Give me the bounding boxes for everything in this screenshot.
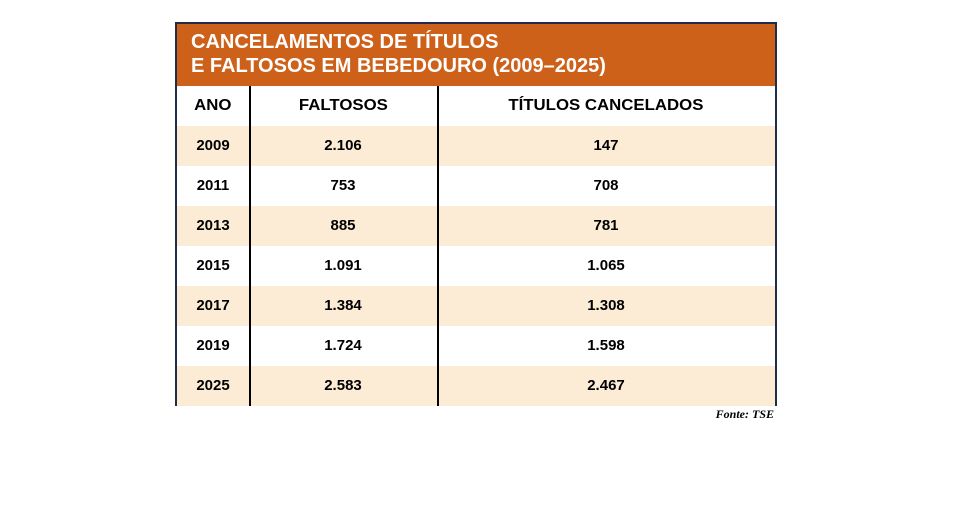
cell-faltosos: 885 (330, 217, 356, 234)
data-table: CANCELAMENTOS DE TÍTULOS E FALTOSOS EM B… (175, 22, 777, 406)
source-note: Fonte: TSE (715, 407, 774, 421)
table-row: 2017 1.384 1.308 (177, 286, 775, 326)
column-divider (249, 86, 251, 406)
table-title-line-1: CANCELAMENTOS DE TÍTULOS (191, 31, 499, 53)
table-title-line-2: E FALTOSOS EM BEBEDOURO (2009–2025) (191, 55, 606, 77)
column-header-titulos-cancelados: TÍTULOS CANCELADOS (508, 97, 704, 114)
cell-faltosos: 1.384 (324, 297, 362, 314)
column-header-ano: ANO (194, 97, 232, 114)
table-row: 2013 885 781 (177, 206, 775, 246)
cell-ano: 2013 (196, 217, 230, 234)
column-divider (437, 86, 439, 406)
table-row: 2019 1.724 1.598 (177, 326, 775, 366)
cell-ano: 2017 (196, 297, 230, 314)
table-title: CANCELAMENTOS DE TÍTULOS E FALTOSOS EM B… (177, 24, 775, 86)
cell-ano: 2011 (196, 177, 230, 194)
cell-ano: 2015 (196, 257, 230, 274)
cell-ano: 2025 (196, 377, 230, 394)
cell-faltosos: 2.106 (324, 137, 362, 154)
cell-titulos-cancelados: 1.308 (587, 297, 625, 314)
cell-faltosos: 1.724 (324, 337, 362, 354)
cell-faltosos: 1.091 (324, 257, 362, 274)
cell-titulos-cancelados: 1.065 (587, 257, 625, 274)
table-row: 2015 1.091 1.065 (177, 246, 775, 286)
table-row: 2009 2.106 147 (177, 126, 775, 166)
cell-titulos-cancelados: 781 (593, 217, 619, 234)
cell-titulos-cancelados: 1.598 (587, 337, 625, 354)
cell-ano: 2009 (196, 137, 230, 154)
cell-titulos-cancelados: 2.467 (587, 377, 625, 394)
column-header-faltosos: FALTOSOS (298, 97, 388, 114)
cell-titulos-cancelados: 147 (593, 137, 619, 154)
table-row: 2025 2.583 2.467 (177, 366, 775, 406)
cell-ano: 2019 (196, 337, 230, 354)
cell-faltosos: 2.583 (324, 377, 362, 394)
cell-titulos-cancelados: 708 (593, 177, 619, 194)
table-row: 2011 753 708 (177, 166, 775, 206)
cell-faltosos: 753 (330, 177, 356, 194)
